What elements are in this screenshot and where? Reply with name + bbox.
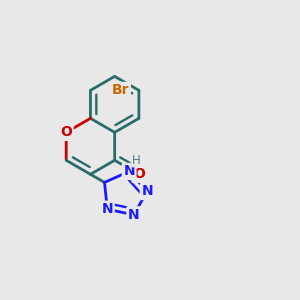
Text: O: O xyxy=(133,167,145,181)
Text: N: N xyxy=(128,208,140,222)
Text: N: N xyxy=(123,164,135,178)
Text: O: O xyxy=(60,125,72,139)
Text: N: N xyxy=(141,184,153,199)
Text: Br: Br xyxy=(112,83,129,98)
Text: H: H xyxy=(132,154,141,167)
Text: N: N xyxy=(101,202,113,216)
